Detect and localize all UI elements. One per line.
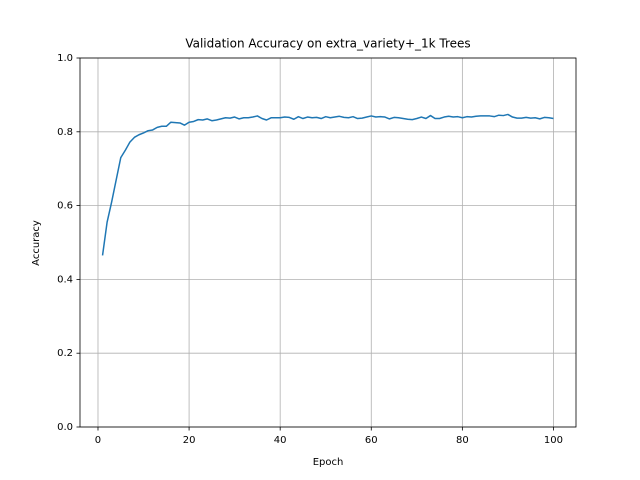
x-tick-label: 100 [544,435,563,446]
y-tick-label: 0.4 [57,274,73,285]
y-tick-label: 0.2 [57,348,73,359]
data-line [101,113,554,256]
plot-frame [79,57,577,428]
y-axis-label: Accuracy [31,220,42,266]
chart-title: Validation Accuracy on extra_variety+_1k… [185,37,470,51]
x-tick-label: 20 [183,435,196,446]
y-tick-label: 0.0 [57,422,73,433]
x-tick-label: 80 [456,435,469,446]
y-tick-label: 1.0 [57,53,73,64]
x-tick-label: 60 [365,435,378,446]
y-tick-label: 0.6 [57,201,73,212]
x-tick-label: 0 [95,435,101,446]
x-axis-label: Epoch [313,457,344,468]
x-tick-label: 40 [274,435,287,446]
y-tick-label: 0.8 [57,127,73,138]
